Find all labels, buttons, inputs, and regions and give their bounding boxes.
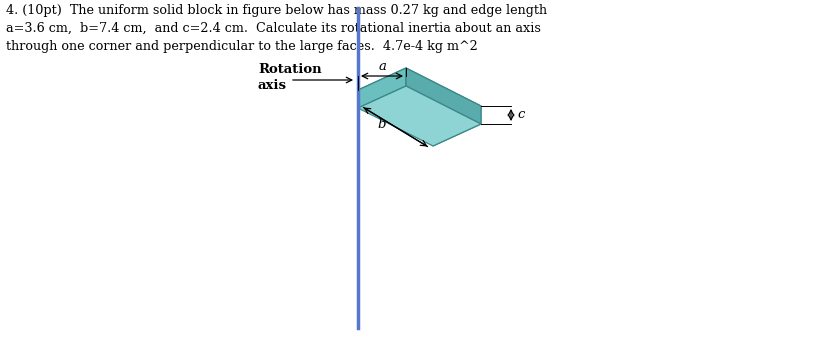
Text: Rotation: Rotation [258,63,321,76]
Polygon shape [358,86,481,146]
Polygon shape [433,106,481,146]
Text: a: a [378,60,386,73]
Text: c: c [517,109,524,121]
Polygon shape [406,68,481,124]
Text: a=3.6 cm,  b=7.4 cm,  and c=2.4 cm.  Calculate its rotational inertia about an a: a=3.6 cm, b=7.4 cm, and c=2.4 cm. Calcul… [6,22,541,35]
Text: axis: axis [258,79,287,92]
Text: 4. (10pt)  The uniform solid block in figure below has mass 0.27 kg and edge len: 4. (10pt) The uniform solid block in fig… [6,4,547,17]
Polygon shape [358,68,481,128]
Text: b: b [377,119,386,132]
Text: through one corner and perpendicular to the large faces.  4.7e-4 kg m^2: through one corner and perpendicular to … [6,40,478,53]
Polygon shape [358,68,406,108]
